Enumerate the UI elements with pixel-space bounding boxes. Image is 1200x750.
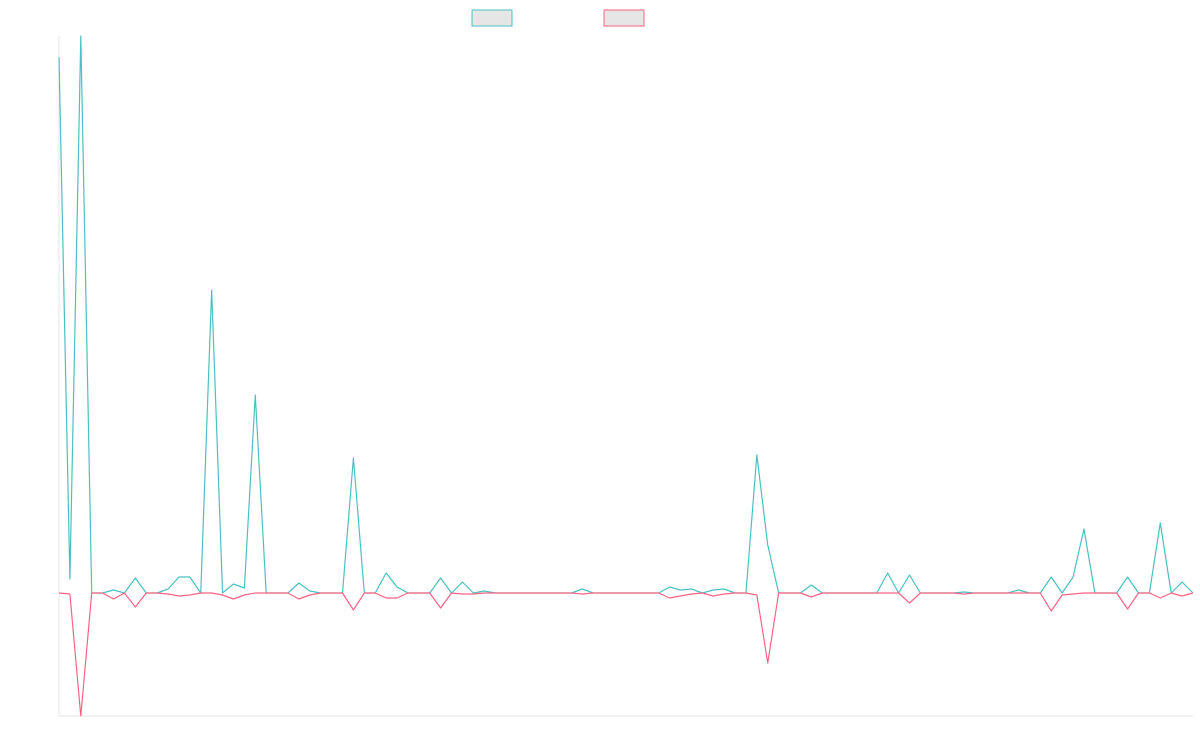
line-series [58, 35, 1194, 594]
legend-swatch [603, 9, 645, 27]
line-series [58, 592, 1194, 717]
legend-swatch [471, 9, 513, 27]
